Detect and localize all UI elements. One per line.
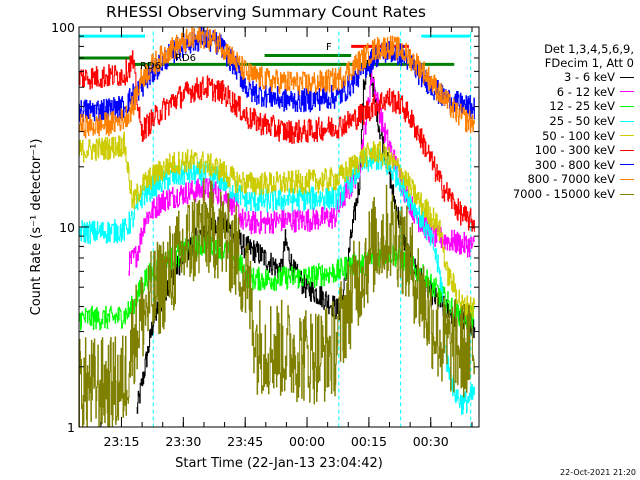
legend-swatch <box>620 178 634 180</box>
legend-swatch <box>620 135 634 137</box>
legend-entry: 100 - 300 keV <box>484 143 634 158</box>
legend-entry: 12 - 25 keV <box>484 99 634 114</box>
x-tick-label: 00:30 <box>413 434 449 449</box>
y-axis-label: Count Rate (s⁻¹ detector⁻¹) <box>29 139 44 316</box>
legend-swatch <box>620 164 634 166</box>
series-line-7 <box>79 26 475 139</box>
annotation-group: RD6 RD6 F <box>140 42 332 72</box>
series-group <box>79 26 476 428</box>
legend-entry-label: 800 - 7000 keV <box>527 172 615 187</box>
y-tick-label: 100 <box>51 20 75 35</box>
legend-swatch <box>620 91 634 93</box>
x-tick-label: 23:45 <box>227 434 263 449</box>
legend-entry: 6 - 12 keV <box>484 85 634 100</box>
legend-header-line: FDecim 1, Att 0 <box>544 56 634 70</box>
x-tick-label: 23:30 <box>165 434 201 449</box>
chart-title: RHESSI Observing Summary Count Rates <box>106 3 426 21</box>
attenuator-label: RD6 <box>140 61 161 72</box>
x-axis-label: Start Time (22-Jan-13 23:04:42) <box>175 456 383 471</box>
legend-entry-label: 50 - 100 keV <box>542 128 615 143</box>
legend-entry-label: 100 - 300 keV <box>534 143 615 158</box>
legend-swatch <box>620 76 634 78</box>
legend-entry-label: 300 - 800 keV <box>534 157 615 172</box>
legend-entry-label: 25 - 50 keV <box>549 114 615 129</box>
legend-entry: 3 - 6 keV <box>484 70 634 85</box>
legend-entry-label: 3 - 6 keV <box>564 70 615 85</box>
legend-swatch <box>620 149 634 151</box>
legend-entry-label: 7000 - 15000 keV <box>512 187 615 202</box>
x-tick-label: 00:15 <box>351 434 387 449</box>
y-tick-label: 10 <box>59 220 75 235</box>
legend: Det 1,3,4,5,6,9, FDecim 1, Att 0 3 - 6 k… <box>484 42 634 201</box>
series-line-8 <box>79 177 475 428</box>
series-line-4 <box>79 131 475 320</box>
x-tick-label: 23:15 <box>103 434 139 449</box>
legend-entry: 800 - 7000 keV <box>484 172 634 187</box>
legend-swatch <box>620 120 634 122</box>
attenuator-label: RD6 <box>175 53 196 64</box>
legend-entry-label: 6 - 12 keV <box>556 84 615 99</box>
legend-header-line: Det 1,3,4,5,6,9, <box>544 42 634 56</box>
y-tick-label: 1 <box>67 420 75 435</box>
series-line-5 <box>79 50 475 232</box>
plot-axes: 1 10 100 23:15 23:30 23:45 00:00 00:15 00:30 <box>51 20 480 449</box>
x-tick-label: 00:00 <box>289 434 325 449</box>
legend-entry: 25 - 50 keV <box>484 114 634 129</box>
legend-entry: 300 - 800 keV <box>484 158 634 173</box>
flag-label: F <box>326 42 332 53</box>
legend-entry: 50 - 100 keV <box>484 128 634 143</box>
legend-entry-label: 12 - 25 keV <box>549 99 615 114</box>
footer-timestamp: 22-Oct-2021 21:20 <box>560 468 636 477</box>
legend-entry: 7000 - 15000 keV <box>484 187 634 202</box>
legend-swatch <box>620 193 634 195</box>
legend-swatch <box>620 105 634 107</box>
